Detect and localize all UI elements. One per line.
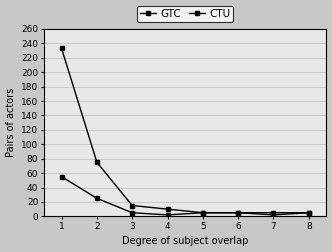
- GTC: [272, 213, 276, 216]
- Line: GTC: GTC: [59, 174, 311, 217]
- Y-axis label: Pairs of actors: Pairs of actors: [6, 88, 16, 157]
- CTU: [166, 208, 170, 211]
- GTC: [166, 213, 170, 216]
- CTU: [95, 161, 99, 164]
- Legend: GTC, CTU: GTC, CTU: [137, 6, 233, 22]
- CTU: [130, 204, 134, 207]
- CTU: [307, 211, 311, 214]
- CTU: [236, 211, 240, 214]
- GTC: [59, 175, 63, 178]
- GTC: [236, 211, 240, 214]
- GTC: [201, 211, 205, 214]
- CTU: [272, 211, 276, 214]
- CTU: [201, 211, 205, 214]
- Line: CTU: CTU: [59, 46, 311, 215]
- X-axis label: Degree of subject overlap: Degree of subject overlap: [122, 236, 248, 246]
- GTC: [95, 197, 99, 200]
- GTC: [130, 211, 134, 214]
- CTU: [59, 47, 63, 50]
- GTC: [307, 211, 311, 214]
